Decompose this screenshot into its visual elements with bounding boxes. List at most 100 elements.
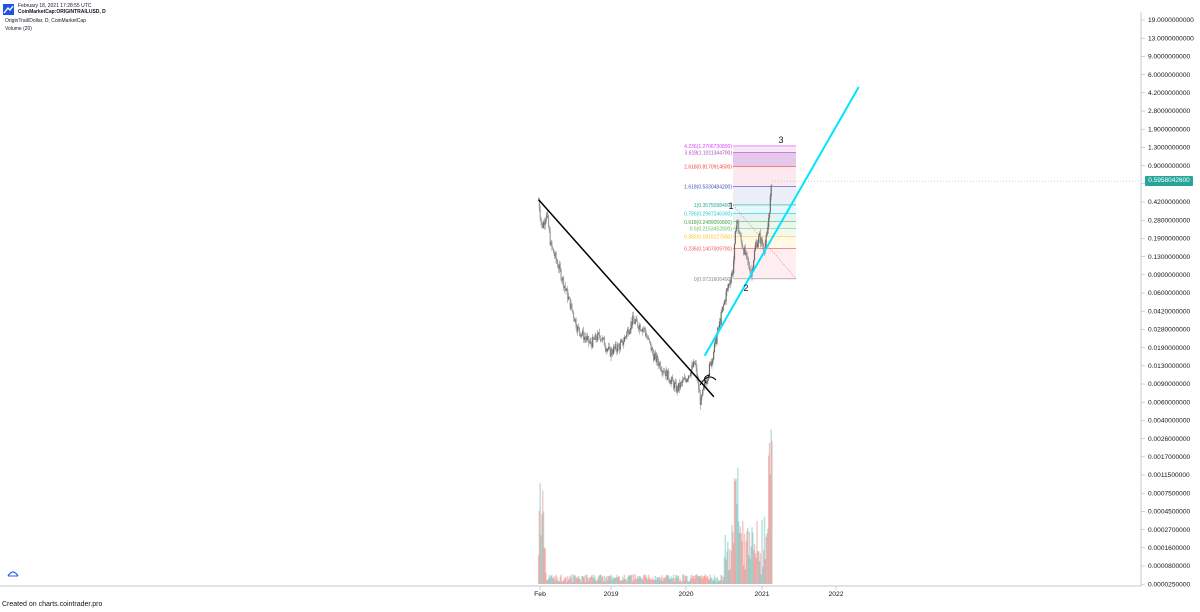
candle-body xyxy=(698,379,700,390)
volume-bar xyxy=(709,574,712,584)
candle-body xyxy=(653,352,655,361)
time-tick-label: 2021 xyxy=(754,591,769,598)
volume-bar xyxy=(766,533,768,584)
volume-bar xyxy=(651,579,653,584)
volume-bar xyxy=(767,455,770,584)
volume-bar xyxy=(564,576,566,584)
volume-bar xyxy=(731,524,733,584)
candle-body xyxy=(722,306,724,311)
compare-icon[interactable] xyxy=(7,571,19,577)
candle-body xyxy=(587,335,590,343)
candle-body xyxy=(748,261,750,265)
volume-bar xyxy=(760,574,762,584)
candle-body xyxy=(705,382,707,384)
candle-body xyxy=(688,375,690,379)
volume-bar xyxy=(663,578,666,584)
candle-body xyxy=(610,349,612,357)
volume-bar xyxy=(703,575,706,584)
candle-body xyxy=(743,247,746,255)
price-tick-label: 0.1900000000 xyxy=(1148,236,1191,243)
volume-bar xyxy=(626,581,628,584)
candle-body xyxy=(592,336,595,340)
volume-bar xyxy=(600,574,602,584)
volume-bar xyxy=(754,553,757,584)
candle-body xyxy=(668,370,670,380)
candle-body xyxy=(615,344,617,350)
candle-body xyxy=(597,332,600,334)
volume-bar xyxy=(649,578,651,584)
candle-body xyxy=(689,375,691,377)
candle-body xyxy=(566,289,568,291)
volume-bar xyxy=(648,577,651,584)
volume-bar xyxy=(553,576,556,584)
candle-body xyxy=(616,349,618,352)
candle-body xyxy=(723,304,725,307)
candle-body xyxy=(618,345,621,350)
volume-bar xyxy=(621,579,623,584)
candle-body xyxy=(640,330,642,331)
volume-bar xyxy=(625,579,627,584)
volume-bar xyxy=(710,578,712,584)
price-tick-label: 13.0000000000 xyxy=(1148,35,1194,42)
volume-bar xyxy=(752,532,754,584)
volume-bar xyxy=(669,578,671,584)
volume-bar xyxy=(585,574,587,584)
candle-body xyxy=(718,321,721,328)
candle-body xyxy=(554,252,556,256)
wave-label-1: 1 xyxy=(728,201,733,211)
candle-body xyxy=(763,246,765,252)
candle-body xyxy=(646,337,648,338)
volume-bar xyxy=(737,521,740,584)
candle-body xyxy=(538,199,540,210)
candle-body xyxy=(733,260,735,274)
candle-body xyxy=(767,227,769,234)
candle-body xyxy=(581,334,583,335)
volume-bar xyxy=(606,576,608,584)
candle-body xyxy=(696,367,698,378)
volume-bar xyxy=(722,576,725,584)
volume-bar xyxy=(662,577,665,584)
volume-bar xyxy=(624,579,626,584)
volume-bar xyxy=(657,577,660,584)
volume-bar xyxy=(734,480,737,584)
price-tick-label: 0.0004500000 xyxy=(1148,509,1191,516)
volume-bar xyxy=(702,576,705,584)
volume-bar xyxy=(576,576,578,584)
price-tick-label: 0.9000000000 xyxy=(1148,163,1191,170)
volume-bar xyxy=(554,580,556,584)
candle-body xyxy=(557,267,560,269)
candle-body xyxy=(702,389,704,395)
volume-bar xyxy=(677,576,679,584)
volume-bar xyxy=(743,533,746,584)
volume-bar xyxy=(661,575,663,584)
time-tick-label: 2019 xyxy=(603,591,618,598)
candle-body xyxy=(596,339,598,341)
price-axis[interactable]: 19.0000000000 13.0000000000 9.0000000000 6.… xyxy=(1140,12,1194,588)
volume-bar xyxy=(697,576,699,584)
volume-bar xyxy=(578,578,581,584)
volume-bar xyxy=(652,579,655,584)
candle-body xyxy=(642,328,644,332)
candle-body xyxy=(734,231,736,244)
candle-body xyxy=(597,332,599,341)
candle-body xyxy=(710,362,712,366)
trend-lines[interactable] xyxy=(537,86,860,398)
candle-body xyxy=(650,343,652,351)
price-tick-label: 0.4200000000 xyxy=(1148,199,1191,206)
volume-bar xyxy=(711,577,713,584)
candle-body xyxy=(769,196,771,213)
candle-body xyxy=(714,338,716,344)
volume-bar xyxy=(682,574,685,584)
volume-bar xyxy=(707,576,709,584)
price-tick-label: 19.0000000000 xyxy=(1148,17,1194,24)
volume-bar xyxy=(637,578,640,584)
volume-bar xyxy=(763,516,766,584)
volume-bar xyxy=(700,577,702,584)
candle-body xyxy=(572,312,575,318)
time-axis[interactable]: Feb 2019 2020 2021 2022 xyxy=(0,585,1141,598)
volume-bar xyxy=(596,580,598,584)
price-tick-label: 2.8000000000 xyxy=(1148,108,1191,115)
candle-body xyxy=(604,345,606,349)
volume-bar xyxy=(592,577,594,584)
